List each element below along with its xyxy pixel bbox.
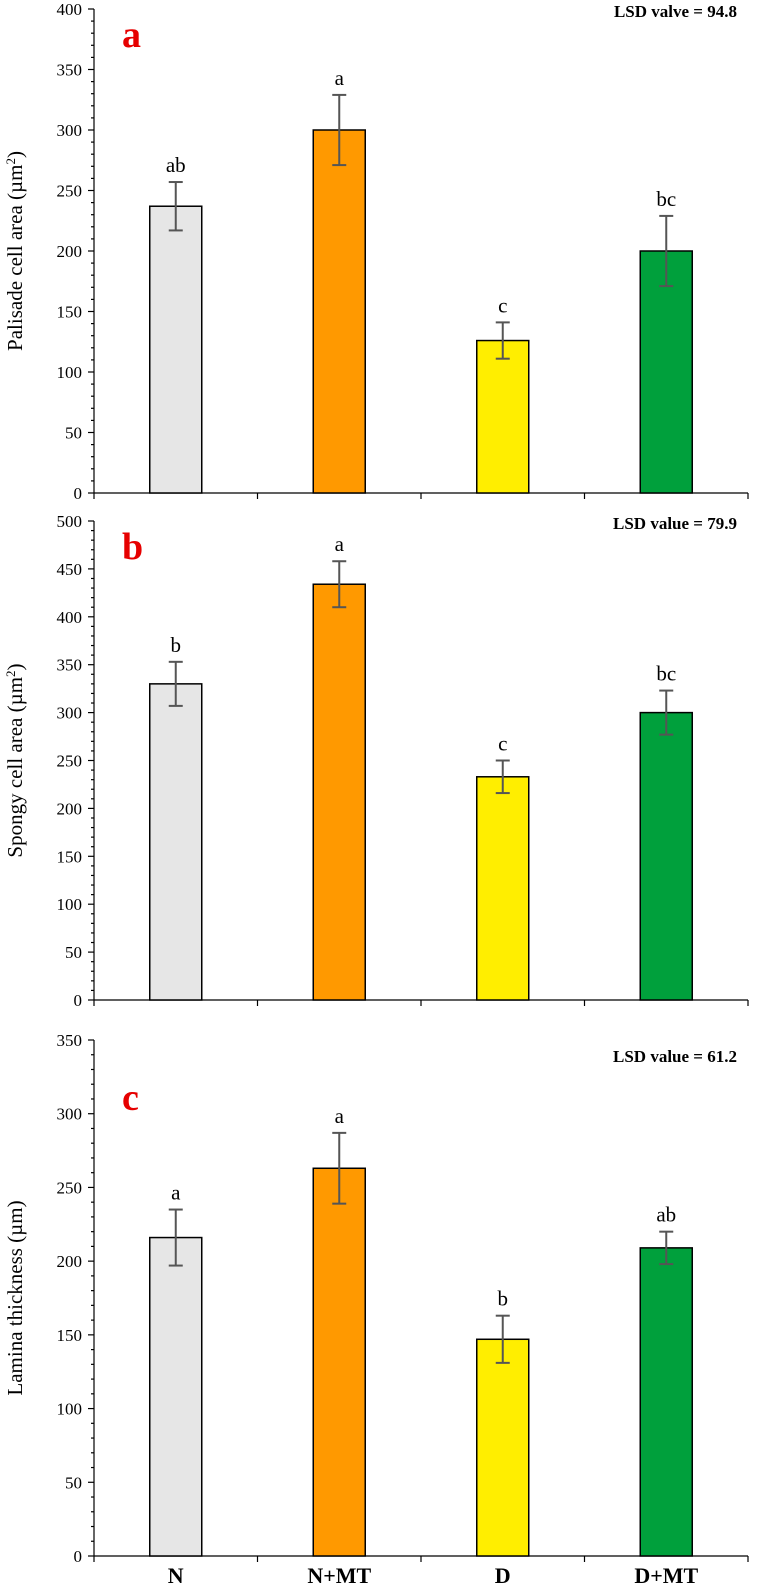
lsd-annotation: LSD value = 61.2 bbox=[613, 1047, 737, 1066]
y-tick-label: 50 bbox=[65, 424, 82, 443]
significance-letter: bc bbox=[656, 662, 676, 686]
panel-b: 0 50 100 150 200 250 300 350 400 450 500 b a c bc b LSD … bbox=[3, 512, 749, 1010]
bar-n bbox=[149, 683, 203, 1001]
bar-n-plus-mt bbox=[312, 1167, 366, 1557]
bar-d bbox=[476, 1338, 530, 1557]
y-tick-label: 0 bbox=[74, 1547, 83, 1566]
y-axis-title: Palisade cell area (µm2) bbox=[3, 151, 28, 351]
y-tick-label: 100 bbox=[57, 363, 83, 382]
panel-letter-b: b bbox=[122, 526, 143, 568]
y-tick-label: 300 bbox=[57, 704, 83, 723]
significance-letter: a bbox=[335, 66, 345, 90]
panel-a: 0 50 100 150 200 250 300 350 400 ab a c bc a LSD valve… bbox=[3, 0, 749, 503]
y-tick-label: 300 bbox=[57, 121, 83, 140]
bar-n-plus-mt bbox=[312, 583, 366, 1001]
y-tick-label: 150 bbox=[57, 303, 83, 322]
y-tick-label: 250 bbox=[57, 1178, 83, 1197]
y-tick-label: 400 bbox=[57, 0, 83, 19]
y-tick-label: 350 bbox=[57, 61, 83, 80]
bar-d-plus-mt bbox=[639, 711, 693, 1001]
y-tick-label: 0 bbox=[74, 991, 83, 1010]
significance-letter: ab bbox=[166, 153, 186, 177]
bar-d-plus-mt bbox=[639, 1247, 693, 1557]
significance-letter: ab bbox=[656, 1203, 676, 1227]
significance-letter: a bbox=[335, 532, 345, 556]
y-tick-label: 50 bbox=[65, 943, 82, 962]
significance-letter: a bbox=[335, 1104, 345, 1128]
significance-letter: c bbox=[498, 732, 507, 756]
y-tick-label: 50 bbox=[65, 1473, 82, 1492]
y-tick-label: 200 bbox=[57, 1252, 83, 1271]
x-category-label: D+MT bbox=[634, 1563, 698, 1587]
y-tick-label: 150 bbox=[57, 1326, 83, 1345]
y-tick-label: 100 bbox=[57, 1400, 83, 1419]
lsd-annotation: LSD value = 79.9 bbox=[613, 514, 737, 533]
y-axis-title: Spongy cell area (µm2) bbox=[3, 663, 28, 857]
y-axis-title: Lamina thickness (µm) bbox=[3, 1200, 27, 1395]
y-tick-label: 250 bbox=[57, 182, 83, 201]
y-tick-label: 0 bbox=[74, 484, 83, 503]
panel-letter-a: a bbox=[122, 14, 141, 56]
y-tick-label: 350 bbox=[57, 1031, 83, 1050]
y-tick-label: 200 bbox=[57, 242, 83, 261]
bar-n-plus-mt bbox=[312, 129, 366, 494]
significance-letter: bc bbox=[656, 187, 676, 211]
panel-c: 0 50 100 150 200 250 300 350 a Na N+MT b Dab D+MT c LSD… bbox=[3, 1031, 749, 1587]
y-tick-label: 350 bbox=[57, 656, 83, 675]
y-tick-label: 300 bbox=[57, 1105, 83, 1124]
panel-letter-c: c bbox=[122, 1077, 139, 1119]
x-category-label: N+MT bbox=[307, 1563, 371, 1587]
y-tick-label: 100 bbox=[57, 895, 83, 914]
y-tick-label: 200 bbox=[57, 799, 83, 818]
y-tick-label: 150 bbox=[57, 847, 83, 866]
x-category-label: N bbox=[168, 1563, 184, 1587]
y-tick-label: 250 bbox=[57, 752, 83, 771]
significance-letter: b bbox=[171, 633, 182, 657]
y-tick-label: 450 bbox=[57, 560, 83, 579]
significance-letter: c bbox=[498, 293, 507, 317]
significance-letter: b bbox=[498, 1287, 509, 1311]
bar-n bbox=[149, 205, 203, 494]
significance-letter: a bbox=[171, 1181, 181, 1205]
bar-n bbox=[149, 1236, 203, 1557]
x-category-label: D bbox=[495, 1563, 511, 1587]
lsd-annotation: LSD valve = 94.8 bbox=[614, 2, 737, 21]
bar-d-plus-mt bbox=[639, 250, 693, 494]
bar-d bbox=[476, 339, 530, 494]
bar-d bbox=[476, 776, 530, 1001]
y-tick-label: 400 bbox=[57, 608, 83, 627]
y-tick-label: 500 bbox=[57, 512, 83, 531]
